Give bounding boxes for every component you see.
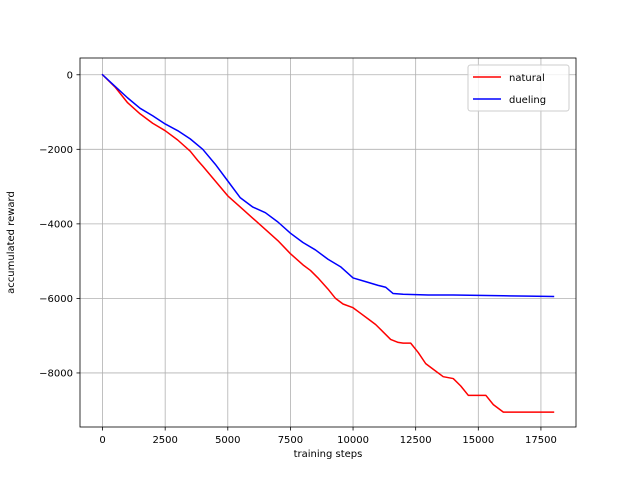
x-tick-label: 12500 bbox=[400, 435, 432, 446]
x-tick-label: 17500 bbox=[525, 435, 557, 446]
legend: natural dueling bbox=[468, 65, 569, 111]
x-tick-label: 15000 bbox=[462, 435, 494, 446]
legend-label-dueling: dueling bbox=[509, 95, 546, 106]
x-tick-label: 0 bbox=[99, 435, 105, 446]
x-tick-label: 2500 bbox=[152, 435, 177, 446]
x-tick-label: 10000 bbox=[337, 435, 369, 446]
y-tick-label: −4000 bbox=[39, 219, 73, 230]
x-tick-label: 5000 bbox=[215, 435, 240, 446]
y-tick-label: −6000 bbox=[39, 294, 73, 305]
y-tick-label: −2000 bbox=[39, 145, 73, 156]
legend-label-natural: natural bbox=[509, 73, 545, 84]
x-axis-label: training steps bbox=[294, 449, 363, 460]
y-tick-label: 0 bbox=[67, 70, 73, 81]
y-axis-label: accumulated reward bbox=[6, 191, 17, 294]
x-tick-label: 7500 bbox=[278, 435, 303, 446]
y-tick-label: −8000 bbox=[39, 369, 73, 380]
